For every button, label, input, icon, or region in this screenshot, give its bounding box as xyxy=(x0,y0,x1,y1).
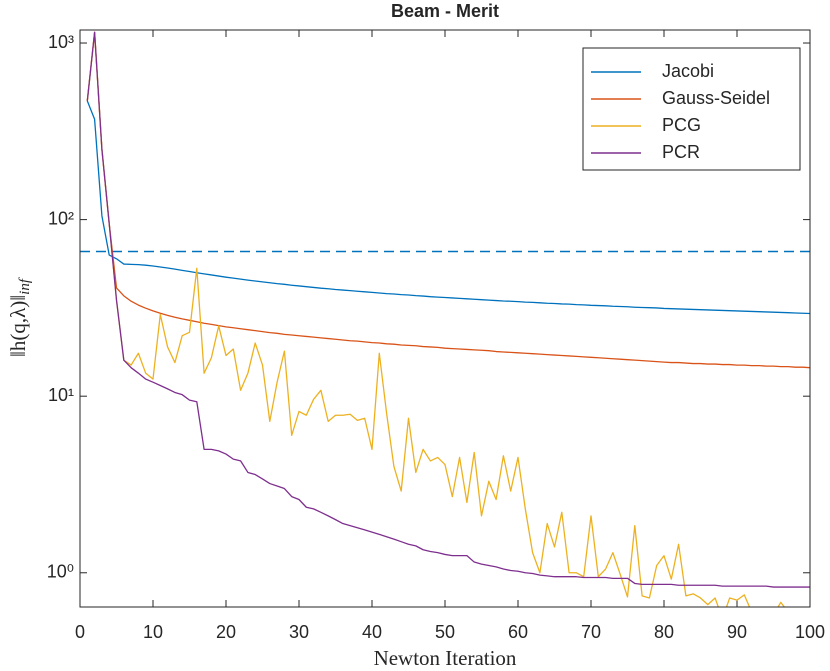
y-tick-label: 10¹ xyxy=(48,385,74,405)
legend-label: Gauss-Seidel xyxy=(662,88,770,108)
y-tick-label: 10² xyxy=(48,208,74,228)
y-axis-label-sub: inf xyxy=(17,277,33,295)
series-line xyxy=(86,100,810,315)
series-line xyxy=(86,31,786,607)
x-tick-label: 100 xyxy=(795,622,825,642)
y-axis-label: ‖h(q,λ)‖inf xyxy=(6,277,34,357)
x-axis-label: Newton Iteration xyxy=(374,646,517,670)
y-tick-label: 10⁰ xyxy=(47,562,74,582)
x-tick-label: 60 xyxy=(508,622,528,642)
y-axis-label-main: ‖h(q,λ)‖ xyxy=(6,295,30,357)
plot-lines xyxy=(80,31,810,607)
series-line xyxy=(86,31,810,369)
x-tick-label: 80 xyxy=(654,622,674,642)
x-tick-label: 40 xyxy=(362,622,382,642)
x-tick-label: 30 xyxy=(289,622,309,642)
chart-title: Beam - Merit xyxy=(391,1,499,21)
legend-label: PCG xyxy=(662,115,701,135)
x-tick-label: 10 xyxy=(143,622,163,642)
series-line xyxy=(86,31,810,588)
legend-label: Jacobi xyxy=(662,61,714,81)
x-tick-label: 90 xyxy=(727,622,747,642)
axes-box xyxy=(79,29,811,608)
legend-box xyxy=(582,47,801,171)
x-tick-label: 70 xyxy=(581,622,601,642)
x-tick-label: 50 xyxy=(435,622,455,642)
x-tick-label: 0 xyxy=(75,622,85,642)
x-tick-label: 20 xyxy=(216,622,236,642)
y-tick-label: 10³ xyxy=(48,32,74,52)
legend-label: PCR xyxy=(662,142,700,162)
